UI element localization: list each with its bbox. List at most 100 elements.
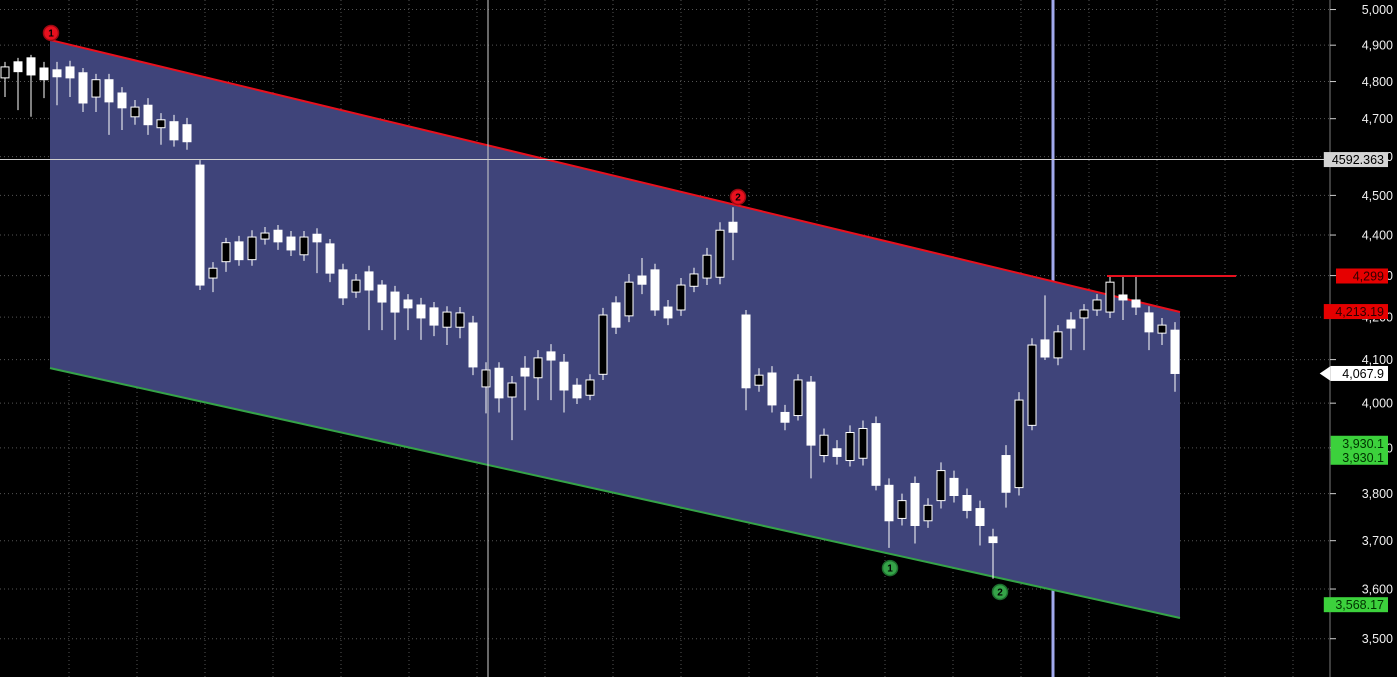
price-tick-label: 3,800	[1362, 487, 1393, 501]
candle-bull	[351, 279, 361, 293]
price-tick-label: 4,800	[1362, 75, 1393, 89]
candle-bull	[819, 434, 829, 457]
candle-bear	[1170, 329, 1180, 374]
candle-bear	[728, 221, 738, 233]
candle-bear	[52, 69, 62, 78]
candle-bull	[624, 281, 634, 317]
axis-current-price-badge	[1330, 365, 1388, 381]
channel-upper-anchor-2-marker-icon[interactable]	[729, 188, 747, 206]
axis-crosshair-price-badge	[1323, 152, 1388, 168]
candle-bear	[975, 508, 985, 526]
price-tick-label: 3,700	[1362, 534, 1393, 548]
candle-bear	[1131, 299, 1141, 308]
price-tick-label: 4,400	[1362, 229, 1393, 243]
axis-channel-lower-price-label: 3,568.17	[1335, 598, 1384, 612]
axis-order-price-label: 3,930.1	[1342, 451, 1384, 465]
candle-bull	[754, 374, 764, 386]
candle-bear	[559, 361, 569, 391]
axis-order-price-badge	[1330, 435, 1388, 451]
candle-bear	[611, 302, 621, 328]
candle-bull	[481, 369, 491, 388]
candle-bull	[442, 311, 452, 328]
channel-upper-anchor-1-marker-icon[interactable]	[42, 24, 60, 42]
candle-bear	[494, 367, 504, 399]
candle-bull	[260, 232, 270, 240]
candle-bear	[169, 121, 179, 141]
candle-bear	[286, 236, 296, 251]
candle-bear	[962, 495, 972, 511]
channel-lower-anchor-2-marker-number: 2	[997, 587, 1003, 598]
price-tick-label: 4,500	[1362, 189, 1393, 203]
candle-bear	[1040, 339, 1050, 358]
candle-bear	[390, 291, 400, 313]
candle-bull	[585, 379, 595, 396]
price-tick-label: 5,000	[1362, 3, 1393, 17]
candle-bear	[117, 92, 127, 109]
price-tick-label: 4,000	[1362, 397, 1393, 411]
candle-bull	[689, 273, 699, 287]
candle-bull	[715, 229, 725, 278]
current-price-arrow-icon	[1319, 365, 1331, 381]
candle-bear	[832, 448, 842, 457]
channel-lower-anchor-1-marker-number: 1	[887, 564, 893, 575]
candle-bear	[637, 275, 647, 285]
candle-bear	[546, 351, 556, 361]
candle-bull	[923, 504, 933, 522]
channel-lower-anchor-1-marker-icon[interactable]	[881, 559, 899, 577]
candle-bear	[572, 384, 582, 399]
candle-bear	[988, 536, 998, 544]
candle-bull	[0, 66, 10, 79]
candle-bear	[364, 271, 374, 291]
candle-bull	[208, 267, 218, 279]
candle-bear	[182, 124, 192, 143]
candle-bear	[1001, 455, 1011, 493]
candle-bull	[598, 314, 608, 375]
candle-bear	[273, 229, 283, 243]
axis-channel-upper-price-label: 4,213.19	[1335, 305, 1384, 319]
candle-bull	[221, 242, 231, 263]
candle-bull	[91, 79, 101, 98]
price-tick-label: 4,100	[1362, 353, 1393, 367]
channel-upper-anchor-1-marker-number: 1	[48, 28, 54, 39]
channel-lower-trendline[interactable]	[49, 367, 1181, 619]
candle-bear	[468, 322, 478, 368]
axis-channel-upper-price-badge	[1323, 304, 1388, 320]
channel-upper-anchor-2-marker-number: 2	[735, 192, 741, 203]
candle-bear	[143, 104, 153, 126]
candle-bull	[455, 312, 465, 328]
candle-bear	[234, 241, 244, 261]
candle-bull	[1079, 309, 1089, 319]
candle-bear	[884, 484, 894, 522]
candle-bull	[1014, 399, 1024, 489]
candle-bull	[507, 382, 517, 398]
price-tick-label: 3,500	[1362, 632, 1393, 646]
candle-bear	[650, 269, 660, 311]
price-tick-label: 4,700	[1362, 112, 1393, 126]
candle-bull	[702, 254, 712, 279]
axis-horizontal-line-price-label: 4,299	[1353, 270, 1384, 284]
candle-bear	[780, 411, 790, 423]
candle-bear	[195, 164, 205, 286]
candle-bear	[949, 477, 959, 497]
candle-bull	[533, 357, 543, 379]
candle-bear	[741, 314, 751, 389]
candle-bear	[78, 72, 88, 104]
channel-upper-trendline[interactable]	[49, 38, 1181, 313]
trend-channel-fill[interactable]	[50, 39, 1180, 618]
candle-bull	[130, 106, 140, 118]
axis-order-price-label: 3,930.1	[1342, 437, 1384, 451]
candle-bear	[806, 381, 816, 446]
candle-bull	[858, 427, 868, 459]
channel-lower-anchor-2-marker-icon[interactable]	[991, 583, 1009, 601]
candle-bear	[767, 372, 777, 406]
axis-horizontal-line-price-badge	[1336, 268, 1388, 284]
candle-bear	[403, 299, 413, 309]
axis-order-price-badge	[1330, 449, 1388, 465]
candle-bull	[247, 236, 257, 261]
candle-bear	[1066, 319, 1076, 329]
candle-bull	[676, 284, 686, 311]
candle-bull	[845, 432, 855, 462]
candle-bear	[429, 307, 439, 326]
